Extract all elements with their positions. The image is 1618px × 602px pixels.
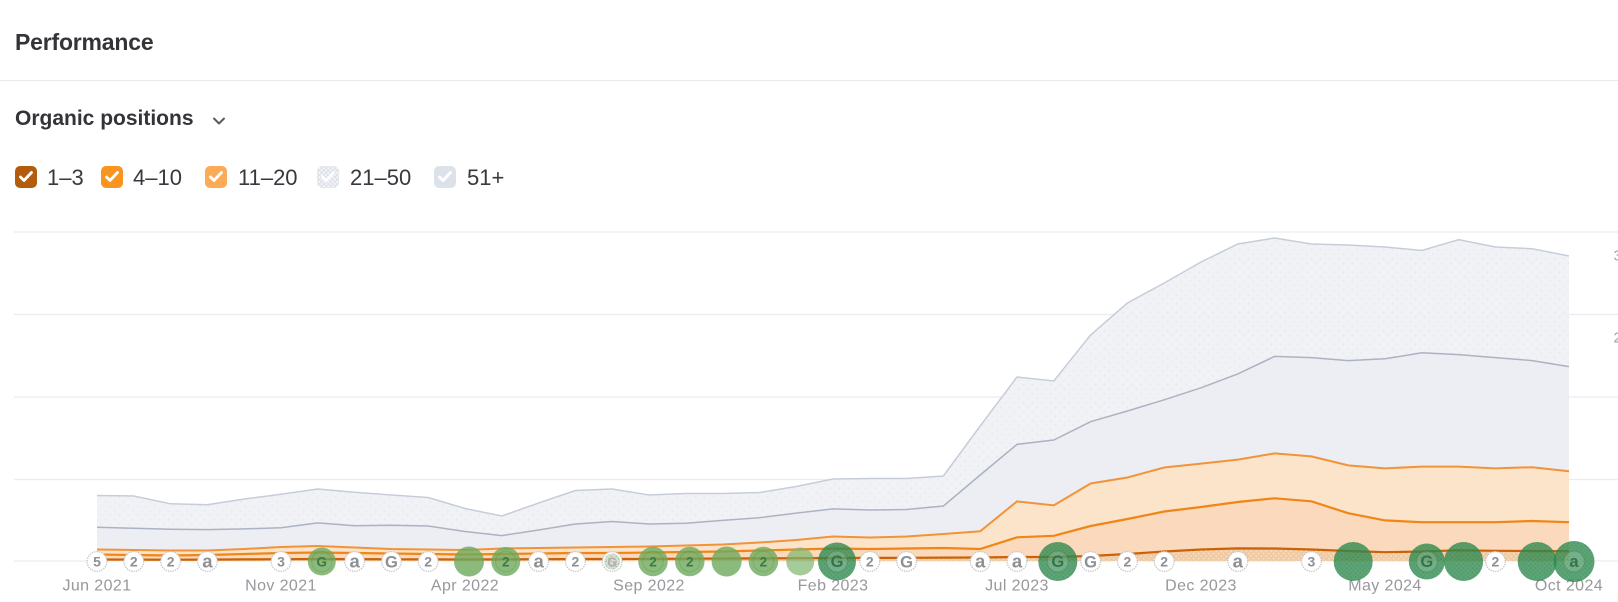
svg-text:G: G — [900, 554, 913, 572]
svg-text:Jun 2021: Jun 2021 — [62, 578, 131, 595]
svg-text:G: G — [385, 554, 398, 572]
svg-text:Dec 2023: Dec 2023 — [1165, 578, 1237, 595]
svg-text:20K: 20K — [1614, 330, 1618, 347]
svg-text:2: 2 — [502, 555, 510, 570]
svg-text:3: 3 — [1308, 554, 1316, 570]
svg-text:2: 2 — [1124, 554, 1132, 570]
svg-text:G: G — [1420, 553, 1433, 571]
svg-text:a: a — [349, 550, 360, 571]
svg-text:a: a — [533, 550, 544, 571]
svg-text:3: 3 — [277, 554, 285, 570]
svg-text:30K: 30K — [1614, 248, 1618, 265]
svg-text:2: 2 — [686, 555, 694, 570]
svg-text:Nov 2021: Nov 2021 — [245, 578, 317, 595]
svg-text:G: G — [1084, 554, 1097, 572]
svg-text:2: 2 — [649, 555, 657, 570]
svg-text:G: G — [607, 556, 617, 570]
svg-text:Jul 2023: Jul 2023 — [985, 578, 1049, 595]
svg-text:a: a — [1569, 553, 1579, 571]
svg-text:2: 2 — [424, 554, 432, 570]
svg-text:G: G — [317, 555, 328, 570]
svg-text:a: a — [1012, 550, 1023, 571]
svg-text:May 2024: May 2024 — [1348, 578, 1421, 595]
svg-text:Feb 2023: Feb 2023 — [798, 578, 869, 595]
svg-text:G: G — [831, 553, 844, 571]
svg-text:2: 2 — [572, 554, 580, 570]
svg-text:a: a — [202, 550, 213, 571]
svg-text:G: G — [1051, 553, 1064, 571]
svg-text:2: 2 — [1492, 554, 1500, 570]
svg-text:Sep 2022: Sep 2022 — [613, 578, 685, 595]
svg-text:2: 2 — [1160, 554, 1168, 570]
svg-text:Apr 2022: Apr 2022 — [431, 578, 499, 595]
svg-text:a: a — [975, 550, 986, 571]
svg-text:Oct 2024: Oct 2024 — [1535, 578, 1603, 595]
svg-text:2: 2 — [760, 555, 768, 570]
svg-text:2: 2 — [167, 554, 175, 570]
svg-text:5: 5 — [93, 554, 101, 570]
svg-text:2: 2 — [130, 554, 138, 570]
svg-text:a: a — [1233, 550, 1244, 571]
svg-text:2: 2 — [866, 554, 874, 570]
